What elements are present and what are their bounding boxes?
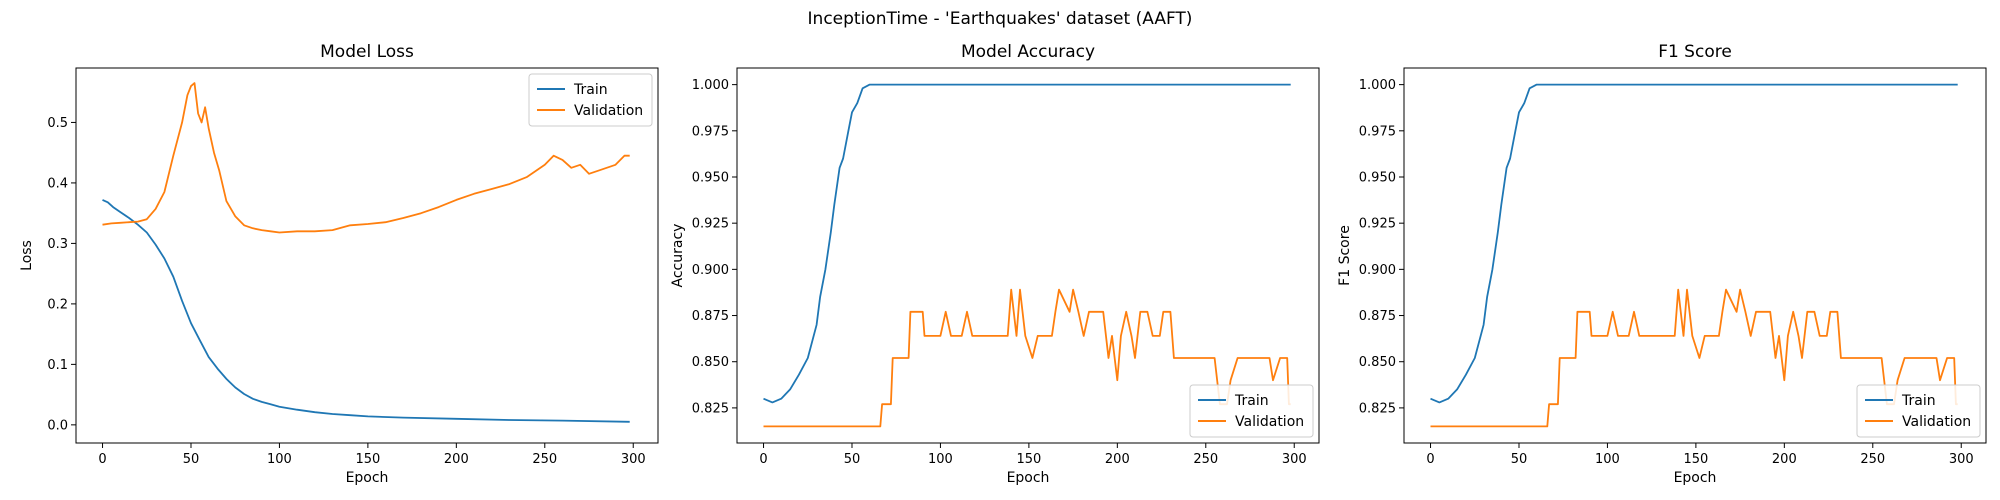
- y-tick-label: 0.975: [1359, 124, 1396, 139]
- x-tick-label: 100: [267, 452, 292, 467]
- legend: Train Validation: [1189, 384, 1314, 438]
- x-tick-label: 0: [759, 452, 767, 467]
- x-tick-label: 0: [1426, 452, 1434, 467]
- y-tick-label: 0.900: [1359, 263, 1396, 278]
- chart-title: Model Loss: [320, 42, 414, 62]
- x-tick-label: 250: [1193, 452, 1218, 467]
- legend-label: Validation: [574, 103, 643, 119]
- figure-suptitle: InceptionTime - 'Earthquakes' dataset (A…: [808, 9, 1193, 29]
- y-tick-label: 0.825: [692, 401, 729, 416]
- x-tick-label: 200: [1772, 452, 1797, 467]
- y-tick-label: 0.925: [1359, 217, 1396, 232]
- y-tick-label: 0.950: [1359, 170, 1396, 185]
- y-tick-label: 0.950: [692, 170, 729, 185]
- x-tick-label: 100: [928, 452, 953, 467]
- x-tick-label: 250: [532, 452, 557, 467]
- y-tick-label: 0.900: [692, 263, 729, 278]
- plot-frame: [736, 67, 1320, 444]
- y-tick-label: 1.000: [1359, 78, 1396, 93]
- y-tick-label: 0.975: [692, 124, 729, 139]
- series-line-train: [1430, 83, 1958, 404]
- legend: Train Validation: [528, 73, 653, 127]
- x-tick-label: 150: [1683, 452, 1708, 467]
- y-axis-label: Loss: [19, 240, 35, 271]
- legend-box: [1189, 384, 1314, 438]
- y-tick-label: 0.850: [692, 355, 729, 370]
- y-tick-label: 0.925: [692, 217, 729, 232]
- y-tick-label: 0.0: [47, 418, 68, 433]
- y-tick-label: 0.3: [47, 237, 68, 252]
- y-axis-label: F1 Score: [1337, 225, 1353, 286]
- series-line-train: [763, 83, 1291, 404]
- plot-frame: [75, 67, 659, 444]
- x-axis-label: Epoch: [1007, 470, 1050, 486]
- y-tick-label: 0.2: [47, 297, 68, 312]
- legend-box: [1856, 384, 1981, 438]
- series-line-train: [102, 199, 630, 423]
- x-tick-label: 150: [355, 452, 380, 467]
- y-tick-label: 1.000: [692, 78, 729, 93]
- y-tick-label: 0.1: [47, 358, 68, 373]
- y-tick-label: 0.875: [1359, 309, 1396, 324]
- legend-label: Train: [1901, 393, 1936, 409]
- legend-label: Validation: [1235, 414, 1304, 430]
- chart-panels: Model Loss 0 50 100 150 200 250 300 0.0 0.1 0.2 0.3…: [19, 42, 1987, 486]
- y-tick-label: 0.4: [47, 176, 68, 191]
- x-tick-label: 100: [1595, 452, 1620, 467]
- x-tick-label: 0: [98, 452, 106, 467]
- x-axis-label: Epoch: [346, 470, 389, 486]
- x-axis-label: Epoch: [1674, 470, 1717, 486]
- x-tick-label: 150: [1016, 452, 1041, 467]
- x-tick-label: 300: [1949, 452, 1974, 467]
- x-tick-label: 50: [1511, 452, 1528, 467]
- y-axis-label: Accuracy: [670, 224, 686, 288]
- legend: Train Validation: [1856, 384, 1981, 438]
- x-tick-label: 200: [444, 452, 469, 467]
- chart-f1-score: F1 Score 0 50 100 150 200 250 300 0.825 0.850 0.87…: [1337, 42, 1987, 486]
- legend-box: [528, 73, 653, 127]
- x-tick-label: 200: [1105, 452, 1130, 467]
- x-tick-label: 300: [1282, 452, 1307, 467]
- legend-label: Train: [1234, 393, 1269, 409]
- y-tick-label: 0.825: [1359, 401, 1396, 416]
- chart-model-loss: Model Loss 0 50 100 150 200 250 300 0.0 0.1 0.2 0.3…: [19, 42, 659, 486]
- y-tick-label: 0.850: [1359, 355, 1396, 370]
- y-tick-label: 0.5: [47, 116, 68, 131]
- x-tick-label: 50: [183, 452, 200, 467]
- series-line-validation: [102, 82, 630, 234]
- legend-label: Validation: [1902, 414, 1971, 430]
- x-tick-label: 300: [621, 452, 646, 467]
- y-tick-label: 0.875: [692, 309, 729, 324]
- x-tick-label: 250: [1860, 452, 1885, 467]
- chart-title: Model Accuracy: [961, 42, 1095, 62]
- chart-model-accuracy: Model Accuracy 0 50 100 150 200 250 300 0.825 0.8…: [670, 42, 1320, 486]
- plot-frame: [1403, 67, 1987, 444]
- chart-title: F1 Score: [1658, 42, 1732, 62]
- legend-label: Train: [573, 82, 608, 98]
- x-tick-label: 50: [844, 452, 861, 467]
